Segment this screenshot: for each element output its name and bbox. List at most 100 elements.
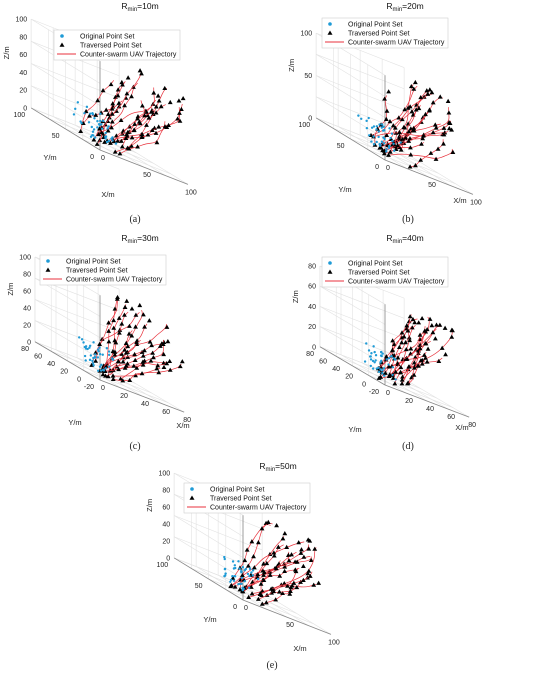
traversed-point: [433, 125, 439, 130]
traversed-point: [273, 566, 279, 571]
original-point: [101, 353, 104, 356]
axis-line: [315, 117, 386, 161]
original-point: [377, 135, 380, 139]
axis-line: [99, 379, 185, 413]
traversed-point: [125, 75, 131, 80]
original-point: [379, 354, 383, 357]
y-tick-label: 50: [337, 143, 345, 150]
traversed-point: [111, 317, 117, 323]
y-axis-label: Y/m: [348, 425, 361, 434]
grid-line: [97, 365, 164, 405]
original-point: [375, 128, 378, 131]
panel-caption: (b): [402, 214, 414, 225]
traversed-point: [427, 107, 432, 112]
traversed-point: [230, 575, 236, 580]
original-point: [107, 350, 111, 353]
traversed-point: [135, 144, 141, 149]
original-point: [382, 125, 385, 128]
z-tick-label: 40: [19, 70, 27, 77]
original-point: [372, 143, 376, 146]
traversed-point: [115, 93, 121, 98]
original-point: [374, 359, 377, 362]
traversed-point: [398, 369, 404, 375]
original-point: [238, 582, 242, 586]
original-point: [83, 354, 87, 358]
trajectory-line: [100, 87, 155, 133]
traversed-point: [237, 587, 243, 592]
traversed-point: [383, 116, 389, 121]
original-point: [381, 372, 384, 375]
legend-label-trajectory: Counter-swarm UAV Trajectory: [210, 505, 307, 512]
grid-line: [350, 138, 439, 174]
original-point: [385, 150, 388, 153]
original-point: [92, 356, 95, 360]
z-tick-label: 40: [23, 305, 31, 312]
traversed-point: [140, 359, 146, 364]
traversed-point: [424, 326, 430, 332]
traversed-point: [403, 346, 409, 352]
traversed-point: [408, 152, 414, 157]
original-point: [102, 369, 106, 372]
original-point: [231, 560, 235, 563]
traversed-point: [154, 140, 160, 145]
traversed-point: [110, 101, 116, 106]
traversed-point: [129, 306, 135, 311]
traversed-point: [140, 353, 146, 358]
original-point: [107, 125, 110, 128]
traversed-point: [441, 132, 447, 137]
traversed-point: [122, 365, 128, 370]
original-point: [377, 130, 381, 133]
legend: Original Point Set Traversed Point Set Cou…: [183, 482, 311, 514]
original-point: [363, 360, 367, 363]
trajectory-line: [115, 103, 183, 153]
trajectory-line: [392, 326, 412, 379]
traversed-point: [125, 129, 131, 135]
original-point: [243, 569, 247, 572]
traversed-point: [246, 594, 252, 599]
traversed-point: [135, 114, 141, 119]
traversed-point: [271, 550, 277, 555]
traversed-point: [393, 139, 399, 144]
traversed-point: [123, 135, 129, 140]
original-point: [374, 354, 378, 357]
traversed-point: [242, 557, 248, 563]
traversed-point: [100, 88, 106, 93]
traversed-point: [421, 94, 427, 99]
original-point: [233, 564, 237, 567]
original-point: [105, 347, 109, 350]
z-tick-label: 60: [308, 284, 316, 291]
original-point: [106, 127, 109, 130]
traversed-point: [399, 381, 405, 386]
traversed-point: [430, 100, 436, 105]
traversed-point: [129, 94, 134, 99]
traversed-point: [99, 336, 105, 341]
traversed-point: [156, 370, 162, 375]
trajectory-line: [230, 544, 284, 587]
original-point: [369, 364, 372, 368]
traversed-point: [149, 342, 155, 348]
original-point: [241, 586, 244, 590]
legend-label-original: Original Point Set: [348, 22, 403, 29]
traversed-point: [432, 336, 438, 341]
original-point: [229, 580, 232, 583]
trajectory-line: [232, 524, 271, 579]
traversed-point: [139, 131, 145, 137]
traversed-point: [110, 367, 116, 372]
traversed-point: [142, 113, 147, 118]
y-tick-label: -20: [84, 384, 94, 391]
grid-line: [30, 41, 101, 84]
original-point: [388, 127, 391, 130]
trajectory-line: [121, 104, 166, 142]
traversed-point: [378, 145, 384, 150]
x-tick-label: 20: [405, 398, 413, 405]
traversed-point: [287, 591, 293, 596]
traversed-point: [301, 554, 307, 559]
traversed-point: [131, 127, 137, 132]
original-point: [90, 125, 93, 129]
traversed-point: [167, 367, 173, 372]
traversed-point: [443, 352, 448, 357]
traversed-point: [94, 141, 100, 146]
y-tick-label: 50: [52, 133, 60, 140]
original-point: [107, 353, 111, 357]
